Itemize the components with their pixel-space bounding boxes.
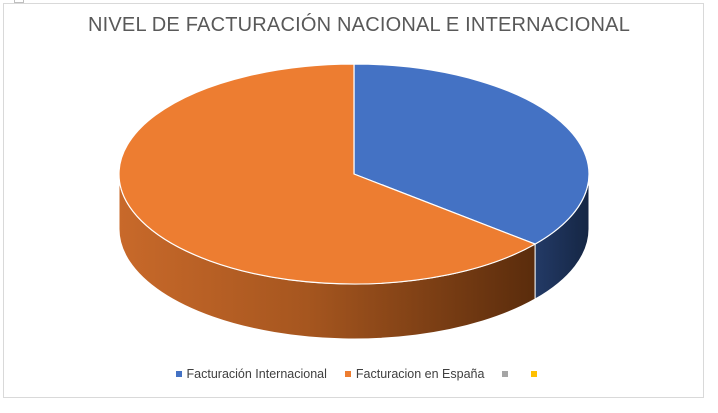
pie-slice[interactable] bbox=[353, 63, 590, 245]
legend-swatch bbox=[531, 371, 538, 377]
legend-swatch bbox=[502, 371, 509, 377]
legend-entry: Facturación Internacional bbox=[175, 367, 327, 381]
legend-label: Facturacion en España bbox=[355, 367, 485, 381]
legend-swatch bbox=[175, 371, 182, 377]
pie-slice[interactable] bbox=[118, 63, 536, 285]
legend-entry bbox=[502, 371, 513, 377]
legend-label: Facturación Internacional bbox=[186, 367, 327, 381]
chart-legend: Facturación Internacional Facturacion en… bbox=[0, 367, 718, 381]
legend-swatch bbox=[344, 371, 351, 377]
legend-entry bbox=[531, 371, 542, 377]
resize-handle[interactable] bbox=[14, 0, 24, 3]
legend-entry: Facturacion en España bbox=[344, 367, 485, 381]
chart-title: NIVEL DE FACTURACIÓN NACIONAL E INTERNAC… bbox=[87, 14, 631, 36]
